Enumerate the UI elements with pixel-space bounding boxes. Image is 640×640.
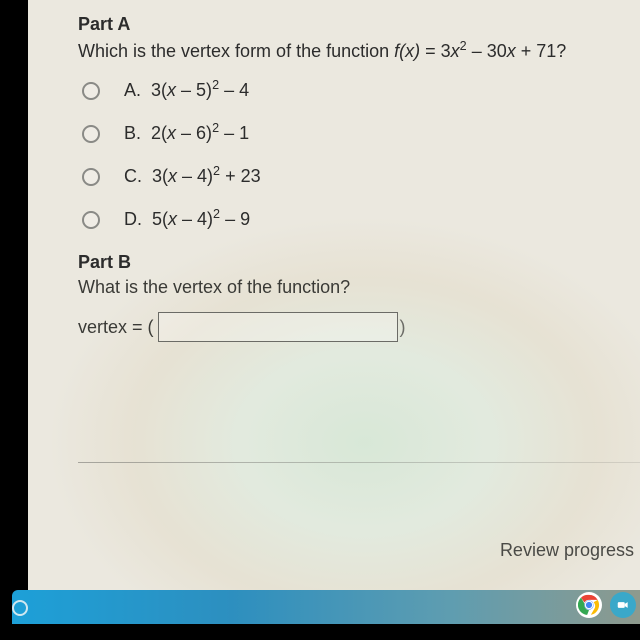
screen: Part A Which is the vertex form of the f… [0, 0, 640, 640]
vertex-row: vertex = ( ) [78, 312, 640, 342]
part-a-label: Part A [78, 14, 640, 35]
question-x1: x [451, 41, 460, 61]
option-text: 3(x – 4)2 + 23 [152, 166, 261, 187]
divider-line [78, 462, 640, 463]
question-x2: x [507, 41, 516, 61]
quiz-content: Part A Which is the vertex form of the f… [28, 0, 640, 590]
taskbar-tray [576, 592, 640, 618]
chrome-icon[interactable] [576, 592, 602, 618]
option-text: 5(x – 4)2 – 9 [152, 209, 250, 230]
vertex-label: vertex = ( [78, 317, 154, 338]
option-d[interactable]: D. 5(x – 4)2 – 9 [82, 209, 640, 230]
radio-icon[interactable] [82, 82, 100, 100]
vertex-input[interactable] [158, 312, 398, 342]
part-b-question: What is the vertex of the function? [78, 277, 640, 298]
option-b[interactable]: B. 2(x – 6)2 – 1 [82, 123, 640, 144]
part-b-label: Part B [78, 252, 640, 273]
camera-icon[interactable] [610, 592, 636, 618]
radio-icon[interactable] [82, 211, 100, 229]
option-letter: B. [124, 123, 141, 144]
options-group: A. 3(x – 5)2 – 4 B. 2(x – 6)2 – 1 C. 3(x… [82, 80, 640, 230]
taskbar [12, 590, 640, 624]
close-paren: ) [400, 317, 406, 338]
radio-icon[interactable] [82, 168, 100, 186]
question-prefix: Which is the vertex form of the function [78, 41, 394, 61]
chrome-svg [578, 594, 600, 616]
option-letter: D. [124, 209, 142, 230]
question-sup1: 2 [460, 39, 467, 53]
question-mid: – 30 [467, 41, 507, 61]
question-fx: f(x) [394, 41, 420, 61]
cortana-icon[interactable] [12, 600, 28, 616]
question-suffix: + 71? [516, 41, 567, 61]
option-text: 3(x – 5)2 – 4 [151, 80, 249, 101]
radio-icon[interactable] [82, 125, 100, 143]
camera-svg [616, 598, 630, 612]
option-letter: A. [124, 80, 141, 101]
question-eq: = 3 [420, 41, 451, 61]
review-progress-link[interactable]: Review progress [500, 540, 634, 561]
option-text: 2(x – 6)2 – 1 [151, 123, 249, 144]
option-a[interactable]: A. 3(x – 5)2 – 4 [82, 80, 640, 101]
part-b-section: Part B What is the vertex of the functio… [78, 252, 640, 342]
option-c[interactable]: C. 3(x – 4)2 + 23 [82, 166, 640, 187]
part-a-question: Which is the vertex form of the function… [78, 41, 640, 62]
left-black-strip [0, 0, 28, 640]
option-letter: C. [124, 166, 142, 187]
